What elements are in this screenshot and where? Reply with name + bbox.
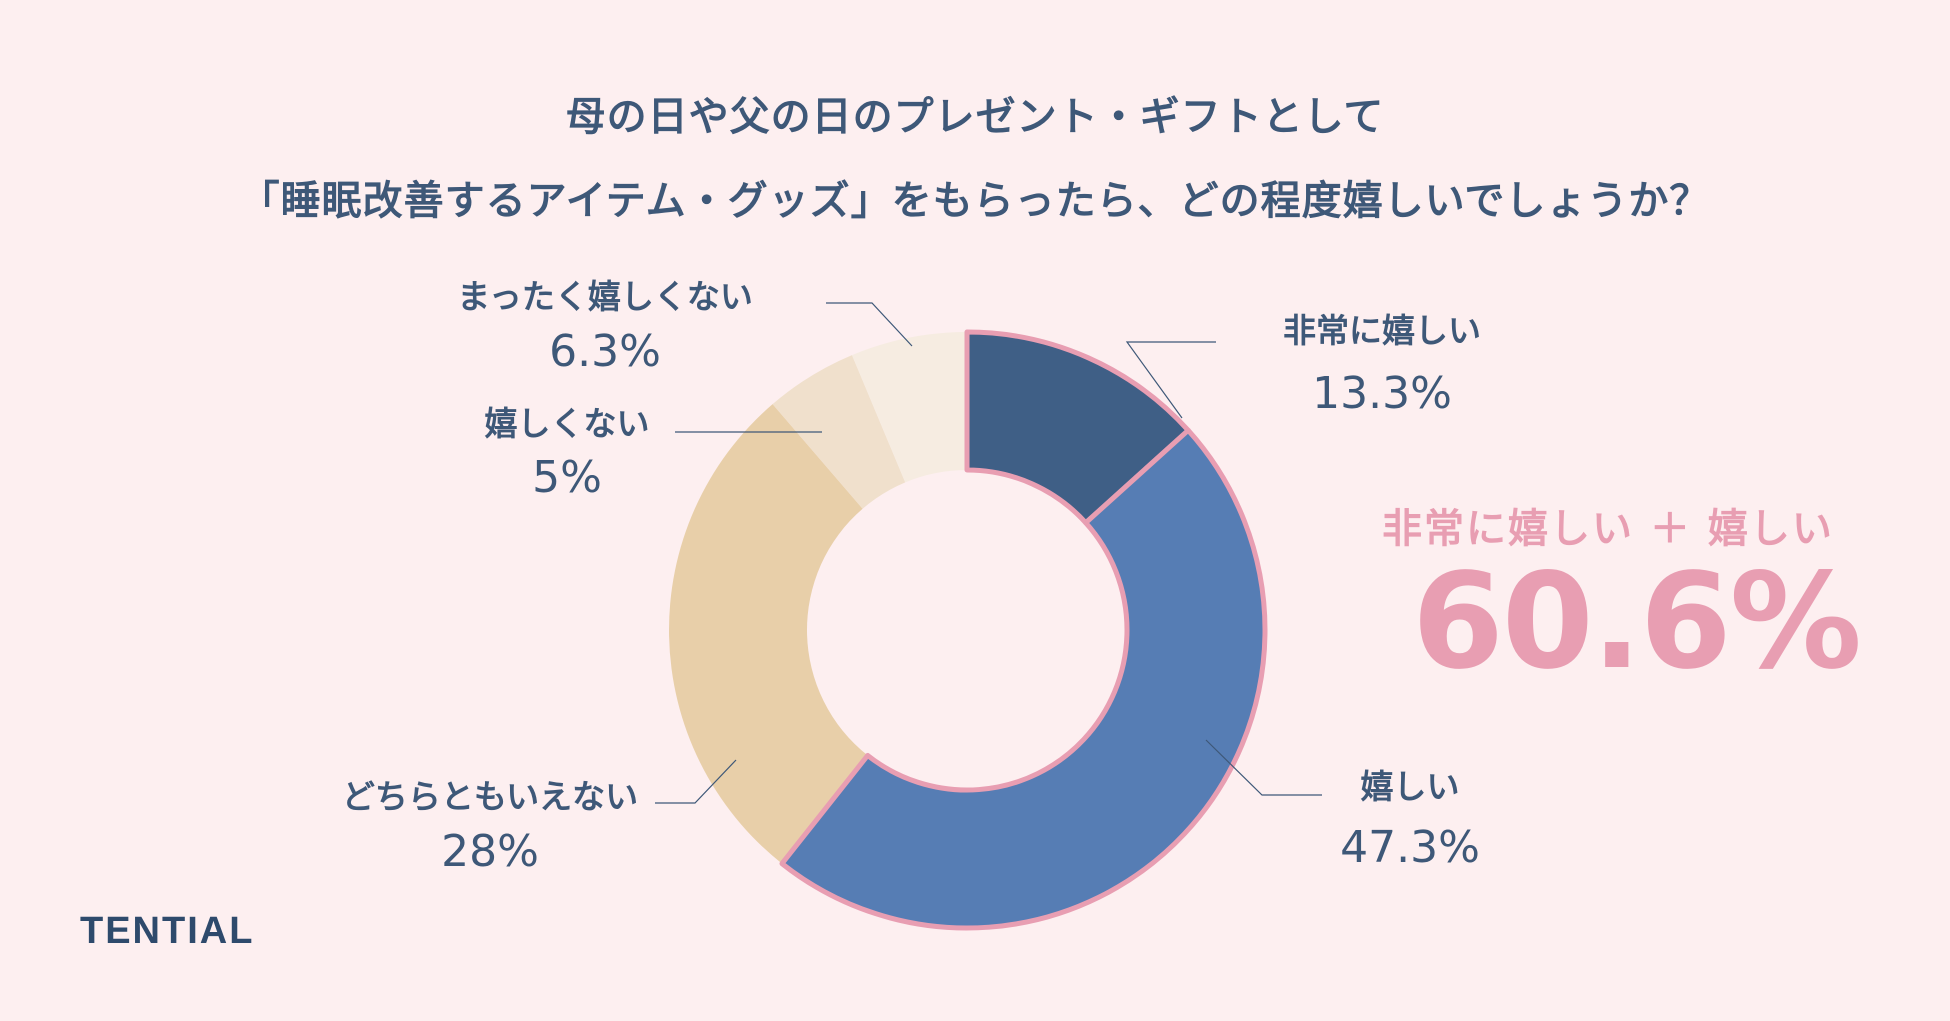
leader-line-2 bbox=[1205, 739, 1322, 796]
slice-label-5: まったく嬉しくない bbox=[457, 277, 753, 316]
highlight-label: 非常に嬉しい ＋ 嬉しい bbox=[1382, 506, 1834, 552]
chart-title-line-2: 「睡眠改善するアイテム・グッズ」をもらったら、どの程度嬉しいでしょうか？ bbox=[239, 178, 1711, 224]
slice-2 bbox=[779, 427, 1268, 931]
chart-title-line-1: 母の日や父の日のプレゼント・ギフトとして bbox=[565, 94, 1385, 140]
highlight-value: 60.6% bbox=[1412, 545, 1862, 699]
slice-label-3: どちらともいえない bbox=[342, 777, 638, 816]
brand-logo: TENTIAL bbox=[80, 910, 255, 952]
slice-label-2: 嬉しい bbox=[1361, 767, 1460, 806]
slice-1 bbox=[964, 329, 1191, 526]
slice-label-4: 嬉しくない bbox=[485, 404, 650, 443]
slice-value-label-2: 47.3% bbox=[1340, 822, 1480, 873]
slice-value-label-3: 28% bbox=[441, 826, 539, 877]
slice-value-label-4: 5% bbox=[532, 452, 602, 503]
slice-value-label-5: 6.3% bbox=[549, 326, 661, 377]
slice-4 bbox=[772, 355, 906, 509]
leader-line-1 bbox=[1125, 341, 1216, 419]
slice-label-1: 非常に嬉しい bbox=[1283, 311, 1481, 350]
leader-line-3 bbox=[655, 759, 737, 804]
slice-5 bbox=[851, 332, 967, 483]
slice-3 bbox=[669, 404, 868, 864]
slice-value-label-1: 13.3% bbox=[1312, 368, 1452, 419]
leader-line-5 bbox=[826, 302, 913, 347]
